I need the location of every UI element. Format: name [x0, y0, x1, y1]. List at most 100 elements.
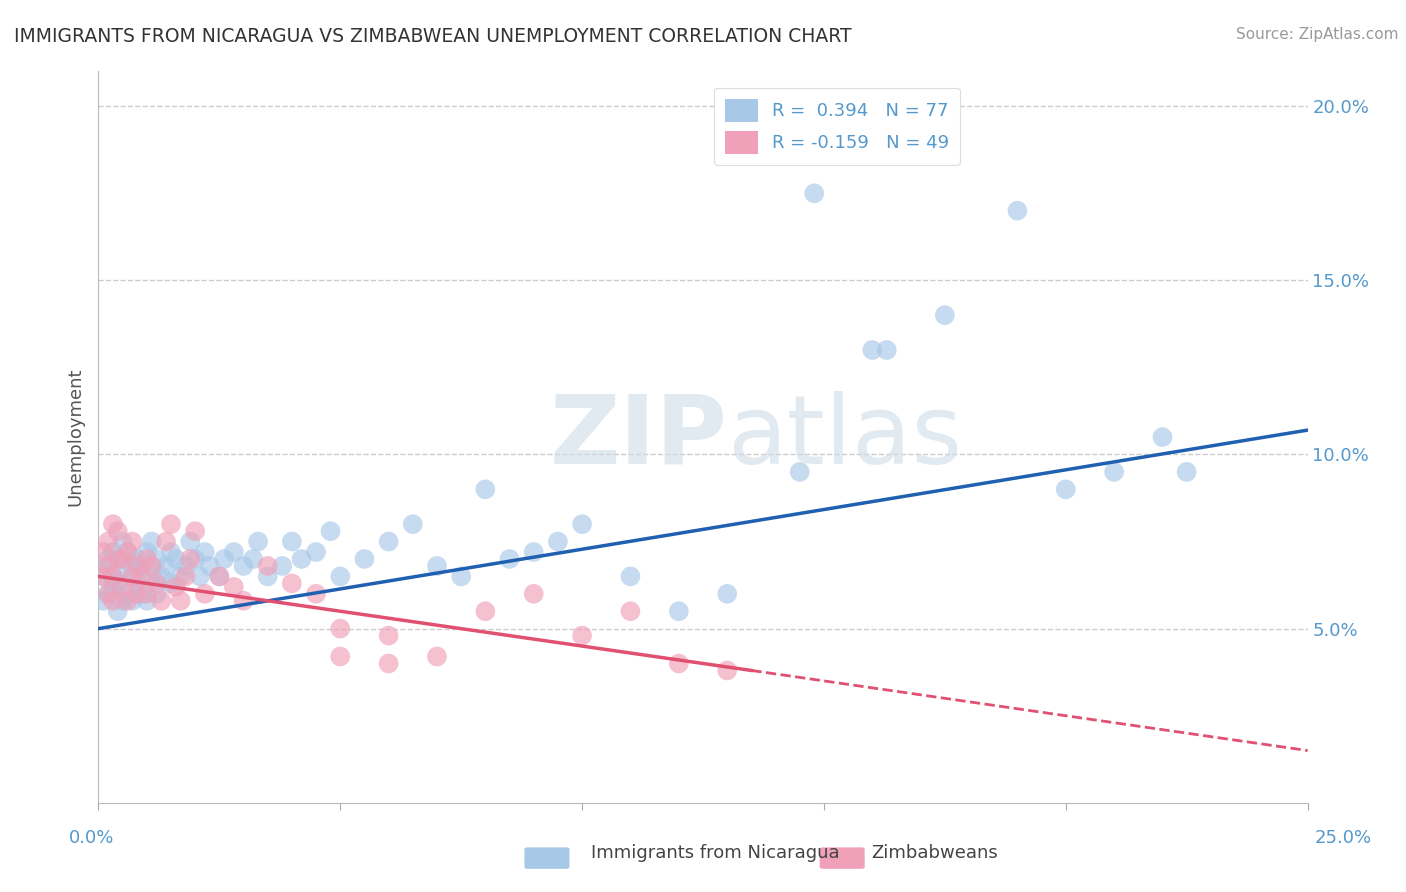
Point [247, 534, 270, 549]
Point [91, 569, 114, 583]
Point [290, 552, 312, 566]
Text: IMMIGRANTS FROM NICARAGUA VS ZIMBABWEAN UNEMPLOYMENT CORRELATION CHART: IMMIGRANTS FROM NICARAGUA VS ZIMBABWEAN … [14, 27, 852, 45]
Point [860, 343, 883, 357]
Legend: R =  0.394   N = 77, R = -0.159   N = 49: R = 0.394 N = 77, R = -0.159 N = 49 [714, 87, 960, 165]
Point [426, 558, 449, 573]
Point [716, 664, 738, 678]
Point [141, 534, 163, 549]
Point [232, 594, 254, 608]
Point [97, 534, 120, 549]
Point [101, 569, 124, 583]
Point [169, 569, 191, 583]
Point [101, 580, 124, 594]
Text: Source: ZipAtlas.com: Source: ZipAtlas.com [1236, 27, 1399, 42]
Point [155, 534, 177, 549]
Point [121, 594, 143, 608]
Point [876, 343, 898, 357]
Point [523, 587, 546, 601]
Point [127, 587, 149, 601]
Point [117, 594, 139, 608]
Point [271, 558, 294, 573]
Point [377, 629, 399, 643]
Point [194, 545, 217, 559]
Point [426, 649, 449, 664]
Point [174, 569, 197, 583]
Point [571, 517, 593, 532]
Point [97, 587, 120, 601]
Point [329, 622, 352, 636]
Point [169, 594, 191, 608]
Point [107, 524, 129, 538]
Point [165, 580, 187, 594]
Point [107, 552, 129, 566]
Point [474, 604, 496, 618]
Point [101, 545, 124, 559]
Point [184, 524, 207, 538]
Point [150, 594, 173, 608]
Point [135, 552, 157, 566]
Point [222, 580, 245, 594]
Point [319, 524, 342, 538]
Y-axis label: Unemployment: Unemployment [66, 368, 84, 507]
Point [111, 562, 134, 576]
Point [160, 576, 183, 591]
Point [329, 569, 352, 583]
Point [498, 552, 520, 566]
Point [160, 517, 183, 532]
Point [523, 545, 546, 559]
Point [145, 552, 167, 566]
Text: Zimbabweans: Zimbabweans [872, 844, 998, 862]
Point [198, 558, 221, 573]
Text: ZIP: ZIP [550, 391, 727, 483]
Point [232, 558, 254, 573]
Point [571, 629, 593, 643]
Point [107, 576, 129, 591]
Point [174, 558, 197, 573]
Point [135, 545, 157, 559]
Point [127, 552, 149, 566]
Point [208, 569, 231, 583]
Point [91, 545, 114, 559]
Point [619, 569, 641, 583]
Point [127, 576, 149, 591]
Point [194, 587, 217, 601]
Point [179, 552, 201, 566]
Point [353, 552, 375, 566]
Point [107, 604, 129, 618]
Point [121, 569, 143, 583]
Point [1152, 430, 1174, 444]
Point [305, 587, 328, 601]
Point [135, 587, 157, 601]
Point [131, 587, 153, 601]
Point [117, 545, 139, 559]
Point [242, 552, 264, 566]
Point [377, 534, 399, 549]
Point [803, 186, 825, 201]
Point [101, 517, 124, 532]
Text: atlas: atlas [727, 391, 962, 483]
Point [127, 558, 149, 573]
Point [145, 587, 167, 601]
Point [179, 534, 201, 549]
Point [97, 552, 120, 566]
Point [281, 534, 304, 549]
Point [474, 483, 496, 497]
Point [619, 604, 641, 618]
Point [256, 569, 278, 583]
Text: Immigrants from Nicaragua: Immigrants from Nicaragua [591, 844, 839, 862]
Point [97, 558, 120, 573]
Point [281, 576, 304, 591]
Point [222, 545, 245, 559]
Point [111, 594, 134, 608]
Point [135, 594, 157, 608]
Point [212, 552, 235, 566]
Point [141, 558, 163, 573]
Point [789, 465, 811, 479]
Text: 0.0%: 0.0% [69, 829, 114, 847]
Point [208, 569, 231, 583]
Point [1102, 465, 1125, 479]
Point [97, 587, 120, 601]
Point [97, 558, 120, 573]
Point [450, 569, 472, 583]
Point [91, 569, 114, 583]
